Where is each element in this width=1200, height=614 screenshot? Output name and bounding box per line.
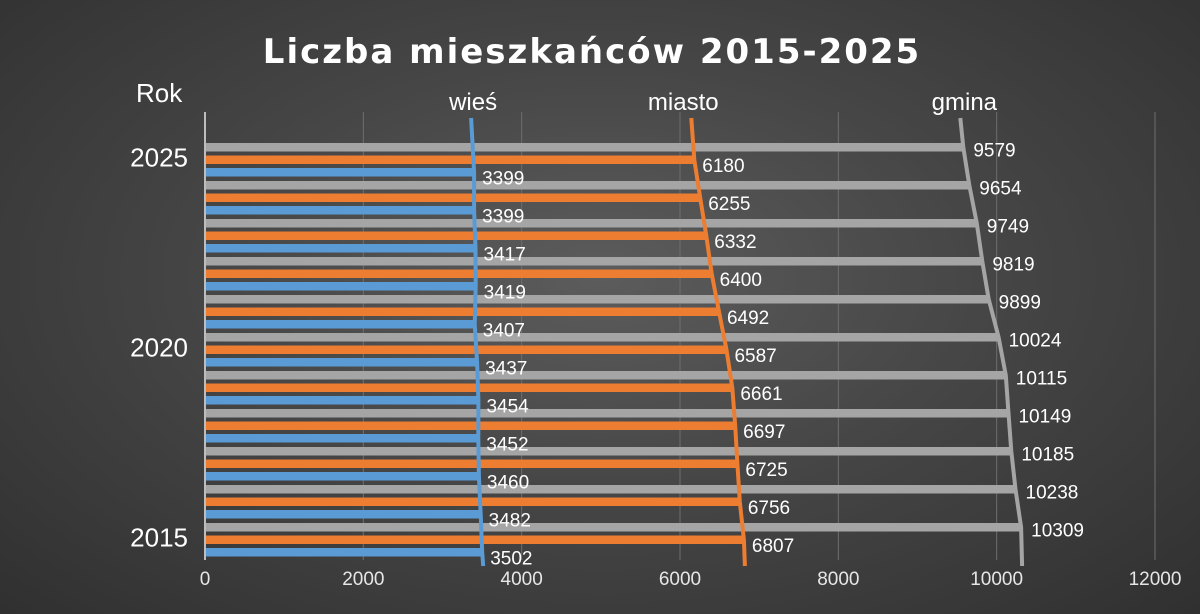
x-tick-label: 12000 [1129,569,1182,590]
bar-gmina-2017 [205,447,1012,456]
data-label-gmina-2019: 10115 [1016,368,1067,389]
bar-gmina-2018 [205,409,1009,418]
data-label-wieś-2023: 3417 [484,244,526,265]
axes: 0 2000 4000 6000 8000 10000 12000 2025 2020 2015 [130,112,1181,590]
x-tick-label: 2000 [342,569,384,590]
y-tick-label: 2015 [130,523,188,553]
bar-miasto-2019 [205,383,733,392]
data-label-gmina-2015: 10309 [1031,520,1084,541]
bar-gmina-2023 [205,219,977,228]
bar-wieś-2022 [205,282,476,291]
bar-wieś-2023 [205,244,476,253]
bar-miasto-2024 [205,193,701,202]
bar-miasto-2025 [205,155,695,164]
bar-gmina-2019 [205,371,1006,380]
x-tick-label: 6000 [659,569,701,590]
bar-wieś-2024 [205,206,475,215]
bar-gmina-2021 [205,295,989,304]
data-label-wieś-2022: 3419 [484,282,526,303]
bar-wieś-2025 [205,168,475,177]
bar-miasto-2023 [205,231,707,240]
data-label-gmina-2025: 9579 [973,140,1015,161]
bar-wieś-2018 [205,434,479,443]
data-label-wieś-2021: 3407 [483,320,525,341]
data-label-gmina-2022: 9819 [992,254,1034,275]
bar-wieś-2017 [205,472,479,481]
data-label-miasto-2019: 6661 [740,384,782,405]
data-label-wieś-2017: 3460 [487,472,529,493]
data-label-miasto-2018: 6697 [743,422,785,443]
data-label-gmina-2023: 9749 [987,216,1029,237]
data-label-gmina-2020: 10024 [1009,330,1062,351]
bar-gmina-2016 [205,485,1016,494]
bar-wieś-2019 [205,396,479,405]
trend-lines [469,117,1025,567]
bar-miasto-2015 [205,535,744,544]
data-label-miasto-2016: 6756 [748,498,790,519]
bar-miasto-2018 [205,421,736,430]
data-label-miasto-2017: 6725 [745,460,787,481]
series-label-miasto: miasto [648,89,719,116]
bar-miasto-2016 [205,497,740,506]
bar-gmina-2022 [205,257,983,266]
data-label-gmina-2016: 10238 [1026,482,1079,503]
data-label-wieś-2015: 3502 [490,548,532,569]
series-label-wieś: wieś [448,89,497,116]
data-label-miasto-2015: 6807 [752,536,794,557]
data-label-wieś-2024: 3399 [482,206,524,227]
x-tick-label: 10000 [970,569,1023,590]
trend-line-miasto [689,117,747,567]
data-label-miasto-2023: 6332 [714,232,756,253]
data-label-wieś-2016: 3482 [489,510,531,531]
bar-miasto-2022 [205,269,712,278]
data-label-miasto-2025: 6180 [702,156,744,177]
data-label-wieś-2025: 3399 [482,168,524,189]
y-axis-title: Rok [136,78,183,108]
bar-wieś-2020 [205,358,478,367]
bar-miasto-2017 [205,459,738,468]
series-label-gmina: gmina [932,89,998,116]
y-tick-label: 2020 [130,333,188,363]
data-labels: wieś miasto gmina 3502 3482 3460 3452 3454 3437 3… [448,89,1084,569]
data-label-gmina-2021: 9899 [999,292,1041,313]
bar-wieś-2016 [205,510,481,519]
bar-gmina-2024 [205,181,970,190]
trend-line-gmina [958,117,1025,567]
bar-wieś-2015 [205,548,483,557]
bars [205,143,1022,557]
x-tick-label: 8000 [817,569,859,590]
bar-miasto-2020 [205,345,727,354]
data-label-wieś-2019: 3454 [486,396,529,417]
data-label-miasto-2021: 6492 [727,308,769,329]
x-tick-label: 0 [200,569,211,590]
y-tick-label: 2025 [130,143,188,173]
bar-gmina-2020 [205,333,999,342]
x-tick-label: 4000 [501,569,543,590]
data-label-wieś-2020: 3437 [485,358,527,379]
data-label-miasto-2022: 6400 [720,270,762,291]
data-label-miasto-2024: 6255 [708,194,750,215]
data-label-gmina-2024: 9654 [979,178,1022,199]
trend-line-wieś [469,117,486,567]
bar-gmina-2025 [205,143,964,152]
data-label-gmina-2017: 10185 [1021,444,1074,465]
bar-gmina-2015 [205,523,1022,532]
data-label-miasto-2020: 6587 [734,346,776,367]
data-label-wieś-2018: 3452 [486,434,528,455]
chart-title: Liczba mieszkańców 2015-2025 [263,32,921,72]
bar-wieś-2021 [205,320,475,329]
data-label-gmina-2018: 10149 [1018,406,1071,427]
bar-miasto-2021 [205,307,719,316]
